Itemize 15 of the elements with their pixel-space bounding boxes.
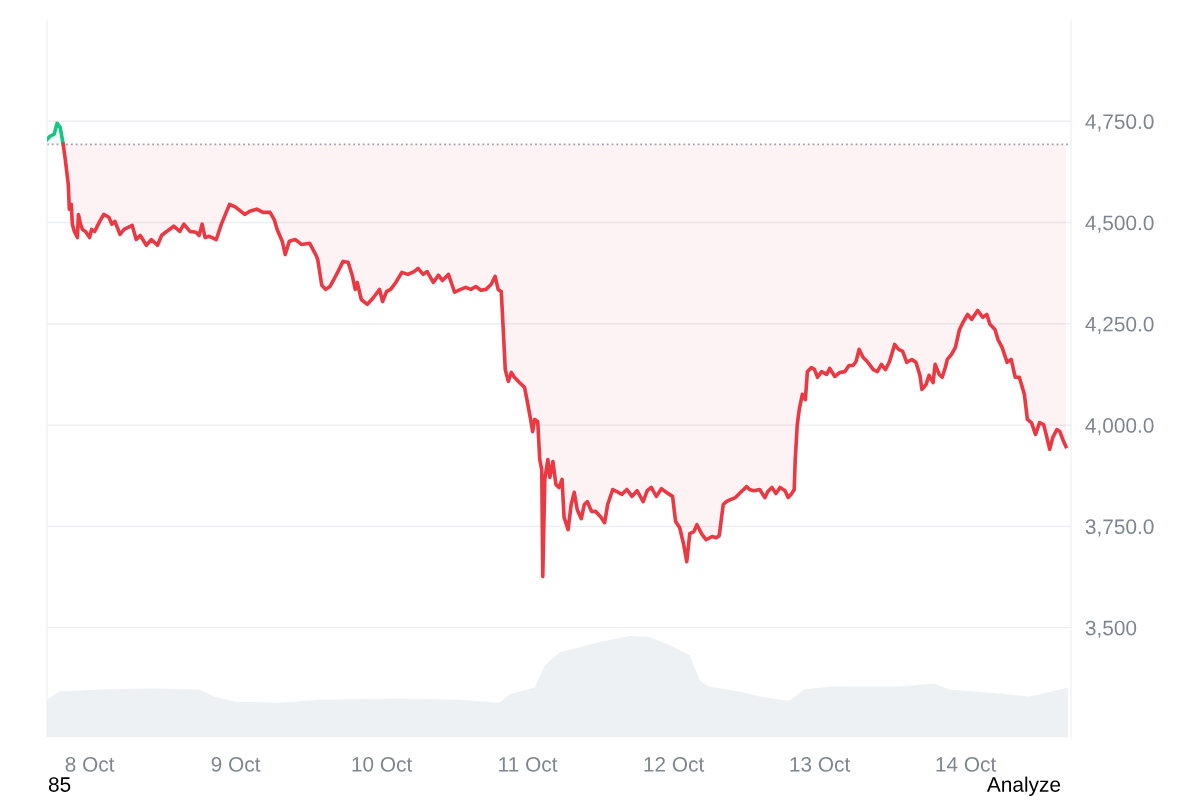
x-tick-label: 9 Oct [211, 756, 261, 772]
x-tick-label: 11 Oct [499, 756, 558, 772]
y-tick-label: 3,500 [1085, 620, 1137, 638]
text: Analyze [986, 776, 1061, 796]
y-tick-label: 4,750.0 [1085, 114, 1154, 132]
x-tick-label: 8 Oct [65, 756, 115, 772]
x-tick-label: 12 Oct [644, 756, 705, 772]
x-tick-label: 10 Oct [352, 756, 413, 772]
y-tick-label: 4,000.0 [1085, 418, 1154, 436]
y-tick-label: 4,250.0 [1085, 316, 1154, 335]
x-tick-label: 14 Oct [936, 756, 997, 772]
y-tick-label: 3,750.0 [1085, 519, 1154, 537]
y-tick-label: 4,500.0 [1085, 215, 1154, 233]
text: 85 [48, 777, 71, 792]
x-tick-label: 13 Oct [790, 756, 851, 772]
